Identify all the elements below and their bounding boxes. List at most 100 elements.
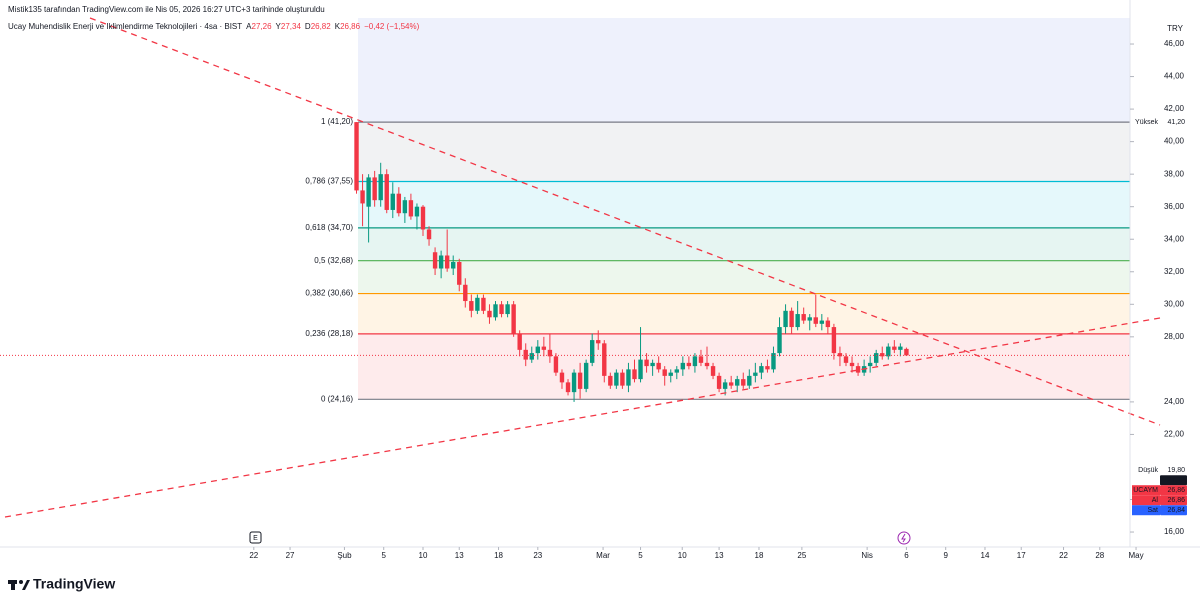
candle-body [408,200,414,217]
candle-body [867,362,873,367]
fib-band [358,333,1130,400]
candle-body [753,372,758,376]
event-marker[interactable]: E [253,535,258,542]
candle-body [535,346,541,354]
price-badge [1160,475,1187,486]
candle-body [444,255,450,269]
fib-label: 0 (24,16) [321,394,353,403]
price-badge-value: 27,12 [1167,477,1185,484]
ohlc-value: 27,26 [251,22,272,31]
candle-body [517,333,522,350]
candle-body [644,359,649,367]
candle-body [499,304,504,315]
candle-body [475,297,480,311]
candle-body [505,304,510,315]
lightning-icon[interactable] [897,531,911,545]
ohlc-value: 26,82 [310,22,331,31]
candle-body [463,284,468,302]
y-tick-label: 16,00 [1164,527,1185,536]
candle-body [602,343,607,376]
candle-body [722,382,728,389]
candle-body [704,362,710,367]
price-badge [1160,505,1187,516]
trend-line-up [4,317,1161,518]
price-badge-name: Yüksek [1135,119,1158,126]
x-tick-label: 6 [904,551,909,560]
candle-body [765,366,770,370]
fib-label: 0,382 (30,66) [305,289,353,298]
fib-band [358,260,1130,294]
candle-body [523,349,528,360]
attribution: Mistik135 tarafından TradingView.com ile… [8,5,325,14]
price-badge-name-bg [1132,485,1160,496]
candle-body [747,375,752,386]
candle-body [710,366,716,376]
y-tick-label: 46,00 [1164,39,1185,48]
candle-body [366,177,371,207]
candle-body [420,206,426,230]
candle-body [789,310,794,328]
y-tick-label: 28,00 [1164,332,1185,341]
y-tick-label: 40,00 [1164,137,1185,146]
y-tick-label: 36,00 [1164,202,1185,211]
fib-bands [358,122,1130,400]
candle-body [904,348,909,356]
candle-body [680,362,686,370]
y-tick-label: 44,00 [1164,72,1185,81]
candle-body [547,349,553,357]
ohlc-value: 27,34 [280,22,301,31]
ohlc-label: K [334,22,341,31]
candle-body [716,375,722,389]
candle-body [451,262,456,269]
x-tick-label: Mar [596,551,610,560]
brand: TradingView [33,576,115,592]
candle-body [892,346,897,350]
candle-body [438,255,444,269]
candle-body [698,356,704,363]
candle-body [801,314,806,321]
fib-label: 0,5 (32,68) [314,256,353,265]
currency: TRY [1167,24,1184,33]
price-badge [1160,485,1187,496]
x-tick-label: 18 [494,551,503,560]
candle-body [783,310,788,328]
range-highlight [358,18,1130,122]
candle-body [583,362,589,389]
x-tick-label: Şub [337,551,352,560]
candle-body [843,356,849,363]
candle-body [414,206,420,217]
candle-body [771,353,776,370]
y-tick-label: 30,00 [1164,299,1185,308]
x-tick-label: 22 [249,551,258,560]
y-tick-label: 24,00 [1164,397,1185,406]
price-badge [1160,495,1187,506]
candle-body [874,353,879,363]
candle-body [686,362,692,367]
candle-body [656,362,661,370]
candle-body [650,362,655,367]
candle-body [372,177,377,201]
candle-body [378,174,383,201]
price-badge [1160,117,1187,128]
price-badge-name-bg [1132,495,1160,506]
x-tick-label: 22 [1059,551,1068,560]
price-badge-name: Düşük [1138,467,1158,474]
fib-band [358,122,1130,182]
candle-body [608,375,613,386]
candle-body [735,379,740,386]
candle-body [553,356,559,373]
candle-body [855,366,861,373]
candle-body [559,372,565,383]
y-tick-label: 34,00 [1164,234,1185,243]
candle-body [402,200,408,214]
fib-label: 0,618 (34,70) [305,223,353,232]
candle-body [692,356,698,367]
event-box[interactable] [249,531,262,544]
candle-body [620,372,625,386]
candle-body [632,369,637,380]
price-badge-value: 26,86 [1167,497,1185,504]
candle-body [837,353,843,357]
x-tick-label: 5 [381,551,386,560]
candle-body [777,327,782,354]
